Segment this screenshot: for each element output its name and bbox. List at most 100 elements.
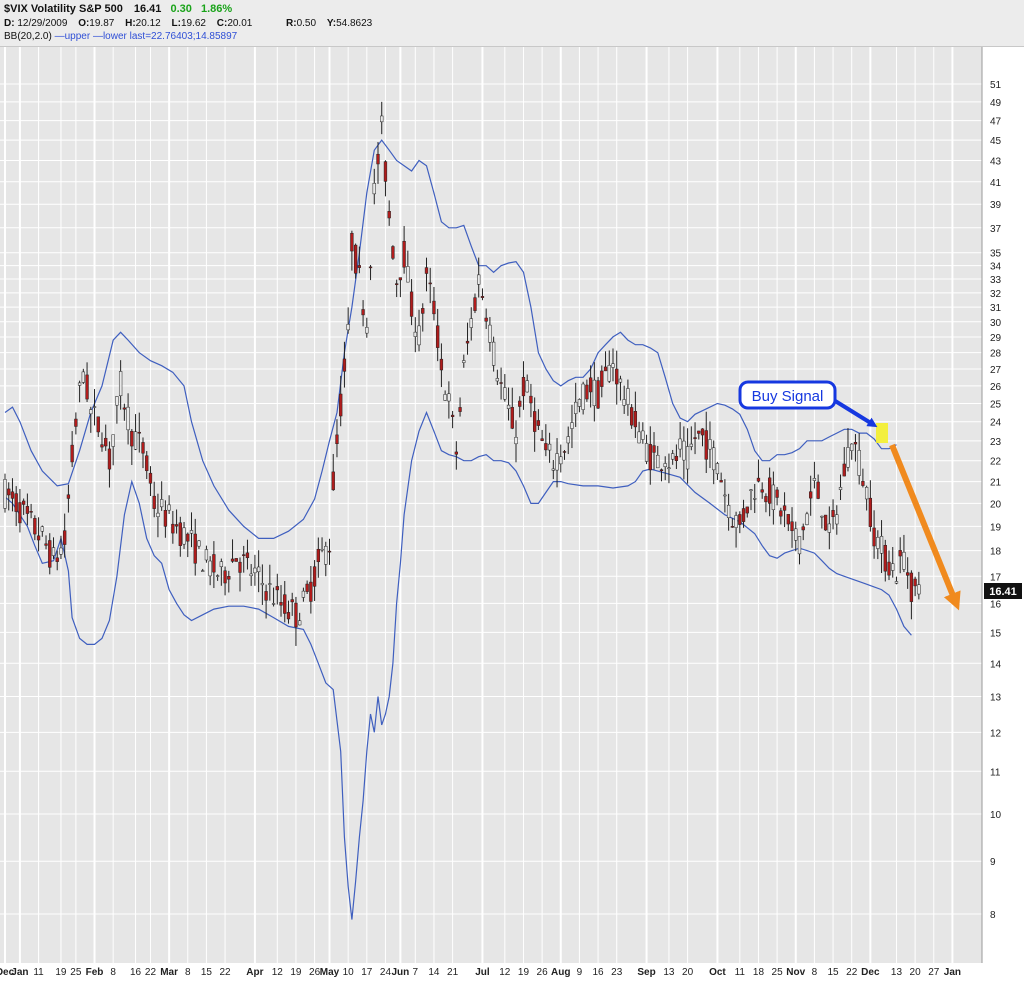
candle-down: [383, 161, 388, 182]
y-label: Y:: [326, 18, 337, 29]
candle-up: [685, 446, 690, 470]
candle-down: [193, 533, 197, 564]
candle-down: [376, 153, 380, 165]
candle-down: [312, 566, 317, 587]
candle-down: [450, 414, 455, 417]
last-price: 16.41: [133, 3, 162, 15]
candle-down: [861, 481, 865, 486]
x-tick-label: 25: [772, 967, 784, 978]
candle-down: [648, 444, 652, 471]
candle-up: [894, 581, 899, 584]
candle-down: [316, 548, 320, 563]
candle-down: [368, 266, 373, 269]
bb-lower-label: lower: [102, 31, 127, 42]
y-tick-label: 13: [990, 692, 1002, 703]
candle-down: [909, 572, 914, 602]
candle-up: [551, 468, 555, 471]
candle-up: [611, 363, 615, 368]
candle-down: [350, 232, 354, 252]
candle-down: [227, 576, 231, 580]
candle-down: [521, 377, 526, 397]
date-value: 12/29/2009: [17, 18, 68, 29]
candle-down: [823, 514, 828, 531]
candle-down: [275, 586, 279, 591]
candle-up: [644, 443, 649, 462]
date-label: D:: [4, 18, 15, 29]
candle-down: [74, 418, 78, 427]
candle-down: [603, 366, 608, 372]
y-tick-label: 47: [990, 117, 1002, 128]
candle-down: [518, 400, 522, 407]
candle-down: [242, 554, 246, 556]
y-tick-label: 19: [990, 522, 1002, 533]
candle-up: [219, 561, 223, 567]
candle-down: [100, 444, 104, 448]
candle-up: [160, 499, 164, 508]
candle-down: [409, 291, 414, 317]
candle-up: [260, 583, 265, 586]
candles: [3, 101, 921, 646]
x-tick-label: 26: [537, 967, 549, 978]
candle-down: [510, 407, 514, 429]
candle-up: [514, 436, 518, 445]
candle-down: [391, 246, 395, 259]
candle-up: [794, 528, 798, 541]
candle-down: [421, 308, 425, 314]
bb-upper-label: upper: [64, 31, 91, 42]
x-tick-label: Apr: [246, 967, 263, 978]
bollinger-upper-band: [4, 139, 897, 539]
candle-down: [245, 552, 250, 559]
candle-up: [115, 396, 119, 406]
candle-up: [846, 447, 850, 468]
candle-down: [887, 561, 891, 576]
candle-up: [917, 584, 921, 595]
y-tick-label: 41: [990, 178, 1002, 189]
candle-up: [491, 341, 496, 366]
candle-down: [436, 325, 440, 348]
vix-chart: 8 9 10 11 12 13 14 15 16 17 18 19 20 21 22 23 24 25 26 27 28…: [0, 47, 1022, 978]
candle-up: [820, 515, 824, 518]
candle-up: [189, 530, 194, 534]
candle-down: [395, 283, 399, 285]
candle-down: [305, 583, 309, 592]
candle-down: [230, 558, 235, 562]
candle-down: [22, 500, 26, 505]
bb-lower-legend: —lower: [92, 31, 127, 42]
candle-up: [835, 514, 839, 525]
candle-down: [615, 368, 619, 385]
buy-signal-callout: Buy Signal: [738, 380, 837, 410]
y-tick-label: 10: [990, 810, 1002, 821]
candle-down: [596, 380, 600, 409]
plot-background: [0, 47, 982, 963]
candle-down: [432, 300, 436, 315]
candle-up: [81, 371, 85, 383]
candle-up: [488, 324, 492, 343]
price-change-percent: 1.86%: [200, 3, 233, 15]
candle-up: [324, 546, 328, 565]
candle-down: [309, 581, 313, 602]
candle-up: [215, 575, 220, 577]
candle-up: [40, 526, 44, 532]
x-tick-label: 21: [447, 967, 459, 978]
last-price-tag: 16.41: [989, 586, 1017, 598]
candle-down: [178, 522, 182, 546]
candle-down: [883, 544, 887, 572]
x-tick-label: 27: [928, 967, 940, 978]
candle-down: [130, 430, 134, 447]
candle-down: [499, 382, 503, 384]
candle-up: [708, 439, 712, 450]
candle-up: [891, 563, 895, 571]
candle-up: [566, 436, 570, 444]
y-tick-label: 34: [990, 262, 1002, 273]
candle-up: [712, 447, 716, 471]
candle-down: [484, 317, 488, 322]
r-value: 0.50: [296, 18, 317, 29]
candle-up: [827, 523, 831, 533]
candle-down: [294, 602, 298, 628]
candle-down: [171, 523, 175, 534]
candle-down: [439, 358, 444, 371]
candle-down: [66, 494, 71, 499]
candle-up: [641, 430, 645, 440]
y-tick-label: 45: [990, 136, 1002, 147]
x-tick-label: 11: [33, 967, 44, 978]
